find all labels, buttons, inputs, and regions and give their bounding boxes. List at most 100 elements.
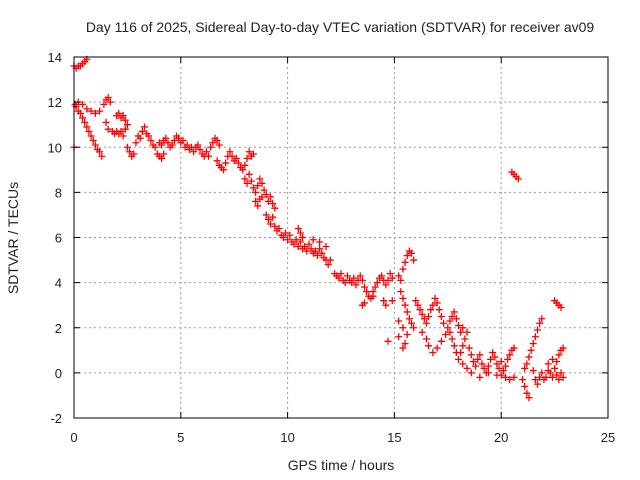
data-point — [213, 157, 221, 165]
data-point — [437, 312, 445, 320]
data-point — [232, 155, 240, 163]
data-point — [525, 394, 533, 402]
data-point — [463, 328, 471, 336]
data-point — [299, 234, 307, 241]
data-point — [484, 369, 492, 377]
data-point — [531, 333, 539, 341]
data-point — [256, 175, 264, 183]
data-point — [491, 353, 499, 361]
data-point — [384, 276, 392, 284]
data-point — [271, 222, 279, 230]
data-point — [243, 179, 251, 187]
data-point — [384, 337, 392, 345]
data-point — [529, 340, 537, 348]
data-point — [239, 166, 247, 174]
data-point — [91, 141, 99, 149]
data-point — [140, 123, 148, 131]
data-point — [252, 197, 260, 205]
data-point — [158, 155, 166, 163]
y-tick-label: 14 — [48, 50, 62, 65]
data-point — [264, 197, 272, 205]
x-tick-label: 5 — [177, 430, 184, 445]
y-tick-label: 4 — [55, 276, 62, 291]
data-point — [544, 360, 552, 368]
data-point — [499, 367, 507, 375]
data-point — [119, 112, 127, 120]
data-point — [521, 382, 529, 390]
data-point — [463, 364, 471, 372]
data-point — [292, 236, 300, 244]
data-point — [106, 98, 114, 106]
data-point — [249, 150, 257, 158]
data-point — [506, 376, 514, 384]
data-point — [335, 274, 343, 282]
data-point — [226, 148, 234, 156]
data-point — [469, 358, 477, 366]
data-point — [457, 328, 465, 336]
data-point — [418, 310, 426, 318]
data-point — [316, 245, 324, 253]
data-point — [341, 279, 349, 287]
data-point — [294, 243, 302, 251]
x-tick-label: 10 — [280, 430, 294, 445]
data-point — [175, 134, 183, 142]
data-point — [115, 109, 123, 117]
data-point — [96, 148, 104, 156]
data-point — [269, 213, 277, 221]
data-point — [534, 380, 542, 388]
data-point — [213, 136, 221, 144]
data-point — [260, 186, 268, 194]
data-point — [83, 105, 91, 113]
data-point — [448, 312, 456, 320]
data-point — [536, 373, 544, 381]
data-point — [91, 109, 99, 117]
data-point — [130, 150, 138, 158]
data-point — [138, 127, 146, 135]
data-point — [126, 148, 134, 156]
data-point — [405, 315, 413, 323]
data-point — [429, 301, 437, 309]
data-point — [87, 132, 95, 140]
data-point — [136, 134, 144, 142]
y-tick-label: 6 — [55, 231, 62, 246]
data-point — [241, 161, 249, 169]
data-point — [531, 376, 539, 384]
data-point — [316, 238, 324, 246]
x-tick-label: 0 — [70, 430, 77, 445]
data-point — [363, 288, 371, 296]
x-tick-labels: 0 5 10 15 20 25 — [70, 430, 615, 445]
data-point — [395, 317, 403, 325]
data-point — [121, 125, 129, 133]
data-point — [290, 240, 298, 248]
y-tick-label: 2 — [55, 321, 62, 336]
chart-title: Day 116 of 2025, Sidereal Day-to-day VTE… — [86, 19, 595, 35]
data-point — [267, 193, 275, 201]
data-point — [164, 139, 172, 147]
data-point — [249, 184, 257, 192]
data-point — [269, 200, 277, 208]
data-point — [446, 317, 454, 325]
data-point — [145, 132, 153, 140]
data-point — [348, 279, 356, 287]
data-point — [117, 127, 125, 135]
data-point — [380, 297, 388, 305]
data-point — [179, 136, 187, 144]
data-point — [407, 249, 415, 257]
data-point — [425, 342, 433, 350]
data-point — [286, 231, 294, 239]
data-point — [557, 369, 565, 377]
data-point — [472, 362, 480, 370]
data-point — [79, 114, 87, 122]
y-tick-label: -2 — [50, 411, 62, 426]
data-point — [158, 141, 166, 149]
data-point — [81, 118, 89, 126]
data-point — [519, 376, 527, 384]
data-point — [493, 371, 501, 379]
data-point — [504, 355, 512, 363]
data-point — [373, 279, 381, 287]
data-point — [104, 94, 112, 102]
data-point — [102, 118, 110, 126]
data-point — [395, 333, 403, 341]
data-point — [559, 344, 567, 352]
